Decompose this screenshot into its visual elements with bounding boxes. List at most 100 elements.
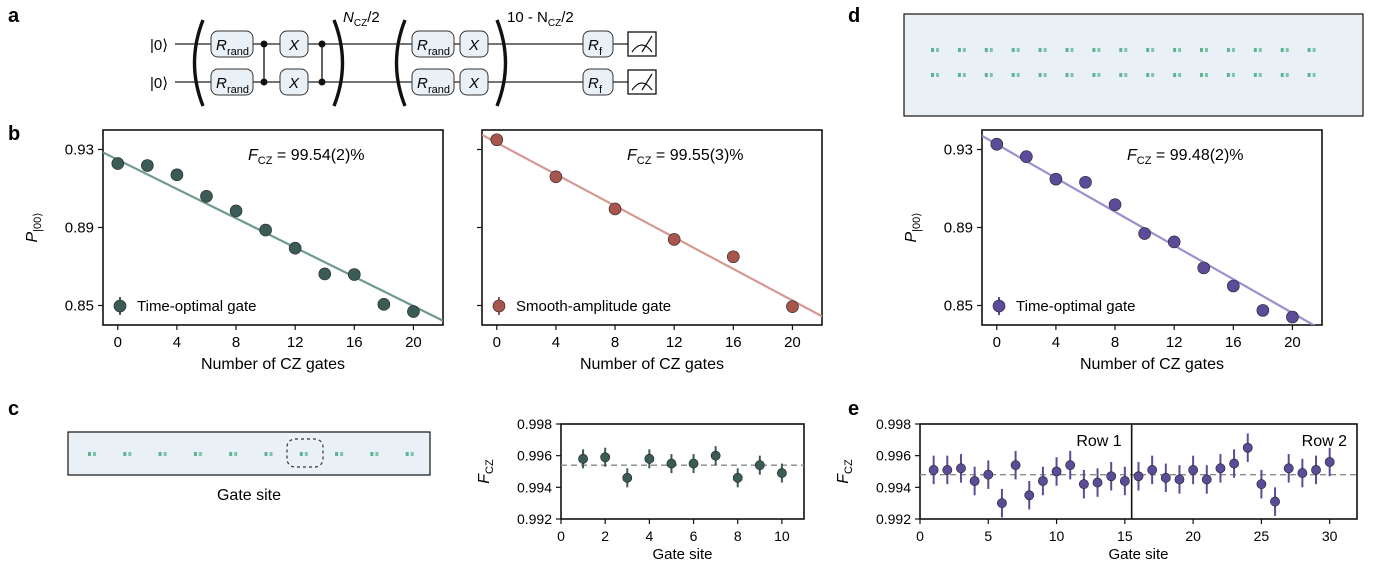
data-point	[786, 300, 799, 313]
data-point	[377, 298, 391, 311]
x-tick-label: 12	[287, 334, 304, 351]
y-axis-label: P|00⟩	[903, 212, 923, 242]
atom-spot	[1173, 48, 1177, 52]
data-point	[170, 168, 184, 182]
atom-spot	[88, 452, 91, 456]
fidelity-annotation: FCZ = 99.54(2)%	[248, 147, 365, 167]
plot-frame	[560, 423, 805, 520]
atom-spot	[163, 452, 167, 456]
x-tick-label: 0	[557, 528, 565, 544]
data-point	[578, 453, 588, 464]
y-axis-label: FCZ	[476, 459, 496, 484]
y-axis-label: P|00⟩	[24, 212, 44, 242]
legend-label: Time-optimal gate	[1016, 298, 1136, 315]
data-point	[777, 468, 787, 478]
atom-spot	[1097, 48, 1101, 52]
cz-control-dot	[318, 40, 326, 48]
atom-spot	[962, 73, 966, 77]
atom-spot	[1307, 48, 1311, 52]
svg-text:X: X	[288, 37, 300, 54]
chart-time-optimal-gate: 0.85 0.89 0.93 0 4 8 12 16 20 Number of CZ gates P…	[24, 129, 444, 373]
atom-spot	[1011, 73, 1015, 77]
svg-text:rand: rand	[428, 84, 450, 96]
highlighted-gate-site	[286, 438, 324, 468]
measurement-icon	[627, 69, 657, 95]
y-tick-label: 0.994	[876, 479, 911, 495]
x-tick-label: 20	[405, 334, 422, 351]
y-tick-label: 0.85	[944, 298, 973, 315]
data-point	[1256, 304, 1270, 317]
data-point	[1092, 477, 1103, 488]
x-tick-label: 4	[552, 334, 560, 351]
bracket-open-2	[394, 19, 407, 107]
atom-spot	[1065, 48, 1069, 52]
atom-spot	[1285, 48, 1289, 52]
data-point	[667, 233, 681, 246]
row-label-1: Row 1	[1076, 433, 1121, 450]
y-tick-label: 0.998	[517, 416, 552, 432]
x-tick-label: 0	[916, 528, 924, 544]
atom-spot	[264, 452, 268, 456]
x-tick-label: 4	[645, 528, 653, 544]
y-tick-label: 0.992	[876, 511, 911, 527]
data-point	[1297, 468, 1308, 478]
data-point	[1147, 465, 1158, 475]
atom-spot	[1307, 73, 1311, 77]
atom-spot	[1043, 73, 1047, 77]
atom-spot	[1178, 73, 1182, 77]
x-tick-label: 5	[984, 528, 992, 544]
data-point	[1201, 474, 1212, 485]
x-tick-label: 20	[784, 334, 801, 351]
y-tick-label: 0.85	[65, 298, 94, 315]
x-gate: X	[459, 68, 489, 96]
x-axis-label: Gate site	[1108, 546, 1168, 563]
atom-spot	[957, 48, 961, 52]
atom-spot	[1016, 48, 1020, 52]
x-axis-label: Number of CZ gates	[1080, 356, 1224, 373]
panel-label-e: e	[848, 398, 859, 420]
r-rand-gate: R rand	[411, 68, 455, 96]
r-rand-gate: R rand	[210, 68, 254, 96]
repeat-label-1: NCZ/2	[343, 9, 380, 29]
data-point	[600, 452, 611, 463]
atom-spot	[1124, 73, 1128, 77]
x-tick-label: 4	[1052, 334, 1060, 351]
data-point	[997, 498, 1007, 509]
legend-label: Smooth-amplitude gate	[516, 298, 671, 315]
atom-spot	[957, 73, 961, 77]
qubit-label-2: |0⟩	[150, 75, 168, 92]
x-tick-label: 8	[1111, 334, 1119, 351]
data-point	[710, 450, 721, 461]
data-point	[1038, 476, 1048, 486]
atom-spot	[1205, 73, 1208, 77]
atom-spot	[1151, 73, 1155, 77]
x-axis-label: Number of CZ gates	[201, 356, 345, 373]
y-tick-label: 0.994	[517, 479, 552, 495]
fit-line	[982, 134, 1316, 325]
atom-spot	[1200, 48, 1203, 52]
atom-spot	[1038, 73, 1042, 77]
x-tick-label: 16	[1225, 334, 1242, 351]
atom-spot	[1231, 73, 1235, 77]
atom-spot	[1312, 48, 1316, 52]
atom-spot	[375, 452, 379, 456]
atom-spot	[1312, 73, 1316, 77]
atom-spot	[234, 452, 238, 456]
data-point	[1256, 479, 1267, 490]
data-point	[490, 133, 504, 147]
x-tick-label: 10	[774, 528, 790, 544]
y-tick-label: 0.996	[876, 448, 911, 464]
data-point	[1167, 235, 1181, 249]
x-axis-label: Number of CZ gates	[580, 356, 724, 373]
svg-text:X: X	[468, 37, 480, 54]
legend-marker	[992, 299, 1006, 313]
atom-spot	[405, 452, 409, 456]
chart-time-optimal-gate-2x15: 0.85 0.89 0.93 0 4 8 12 16 20 Number of CZ gates P…	[903, 129, 1323, 373]
data-point	[1020, 150, 1033, 164]
atom-spot	[1226, 48, 1230, 52]
atom-spot	[1205, 48, 1208, 52]
x-axis-label: Gate site	[652, 546, 712, 563]
svg-text:R: R	[216, 37, 227, 54]
data-point	[1283, 463, 1294, 474]
